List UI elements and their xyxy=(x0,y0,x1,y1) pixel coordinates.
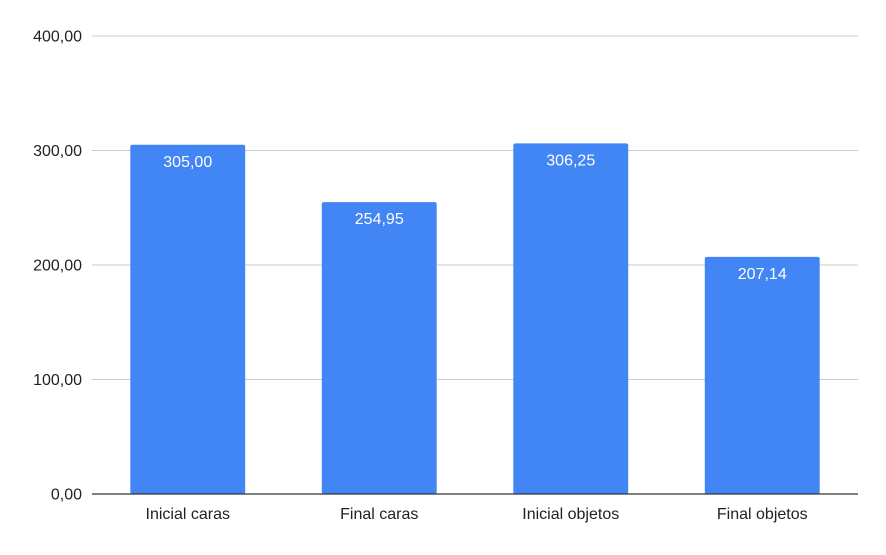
x-category-label: Inicial objetos xyxy=(522,506,619,523)
bar-value-label: 306,25 xyxy=(546,152,595,169)
bar-value-label: 254,95 xyxy=(355,211,404,228)
y-tick-label: 300,00 xyxy=(33,143,82,160)
y-tick-label: 100,00 xyxy=(33,372,82,389)
bar xyxy=(321,202,437,494)
bar-value-label: 305,00 xyxy=(163,154,212,171)
bar xyxy=(130,144,246,494)
bar xyxy=(704,256,820,494)
x-category-label: Inicial caras xyxy=(146,506,230,523)
x-category-label: Final objetos xyxy=(717,506,808,523)
labels: 0,00 100,00 200,00 300,00 400,00 305,00 Inicia… xyxy=(33,29,808,524)
bar xyxy=(513,143,629,494)
x-category-label: Final caras xyxy=(340,506,418,523)
bars xyxy=(130,143,820,494)
bar-value-label: 207,14 xyxy=(738,266,787,283)
y-tick-label: 400,00 xyxy=(33,29,82,46)
y-tick-label: 0,00 xyxy=(51,487,82,504)
y-tick-label: 200,00 xyxy=(33,258,82,275)
